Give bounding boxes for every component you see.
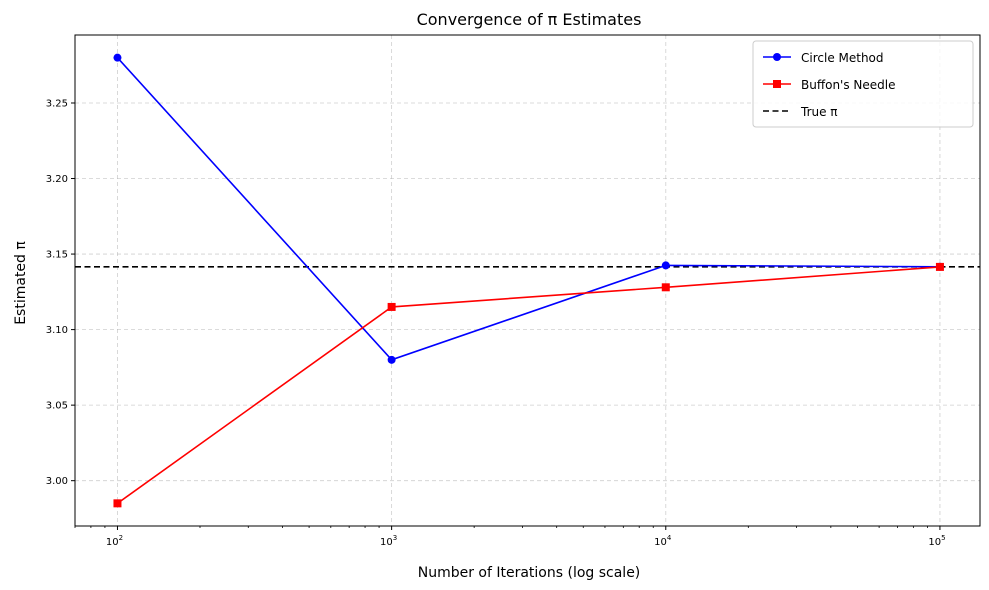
series-line-circle-method xyxy=(116,57,940,361)
legend-label: Circle Method xyxy=(801,51,884,65)
legend-marker xyxy=(773,80,781,88)
x-tick-label: 103 xyxy=(380,534,397,548)
x-axis-title: Number of Iterations (log scale) xyxy=(418,565,641,581)
plot-frame xyxy=(74,34,981,527)
x-tick-label: 105 xyxy=(928,534,945,548)
legend-marker xyxy=(773,53,781,61)
legend: Circle Method Buffon's Needle True π xyxy=(752,40,974,128)
legend-box xyxy=(752,40,974,128)
data-point-circle-method xyxy=(661,261,670,270)
grid xyxy=(75,35,980,526)
y-tick-label: 3.25 xyxy=(46,98,68,109)
data-point-buffon-s-needle xyxy=(387,302,396,311)
legend-label: True π xyxy=(800,105,838,119)
chart-title: Convergence of π Estimates xyxy=(417,10,642,29)
series-line-buffon-s-needle xyxy=(117,266,940,504)
y-tick-label: 3.20 xyxy=(46,174,68,185)
data-point-circle-method xyxy=(387,355,396,364)
x-tick-label: 104 xyxy=(654,534,672,548)
data-point-circle-method xyxy=(113,53,122,62)
y-axis-title: Estimated π xyxy=(13,241,29,325)
data-point-buffon-s-needle xyxy=(113,499,122,508)
y-tick-label: 3.05 xyxy=(46,401,68,412)
y-tick-label: 3.10 xyxy=(46,325,68,336)
data-point-buffon-s-needle xyxy=(661,283,670,292)
data-point-buffon-s-needle xyxy=(935,262,944,271)
axis-ticks: 3.00 3.05 3.10 3.15 3.20 3.25 102 103 104 105 xyxy=(46,98,946,548)
series-group xyxy=(113,53,944,508)
y-tick-label: 3.00 xyxy=(46,476,68,487)
legend-label: Buffon's Needle xyxy=(801,78,896,92)
x-tick-label: 102 xyxy=(106,534,123,548)
y-tick-label: 3.15 xyxy=(46,250,68,261)
